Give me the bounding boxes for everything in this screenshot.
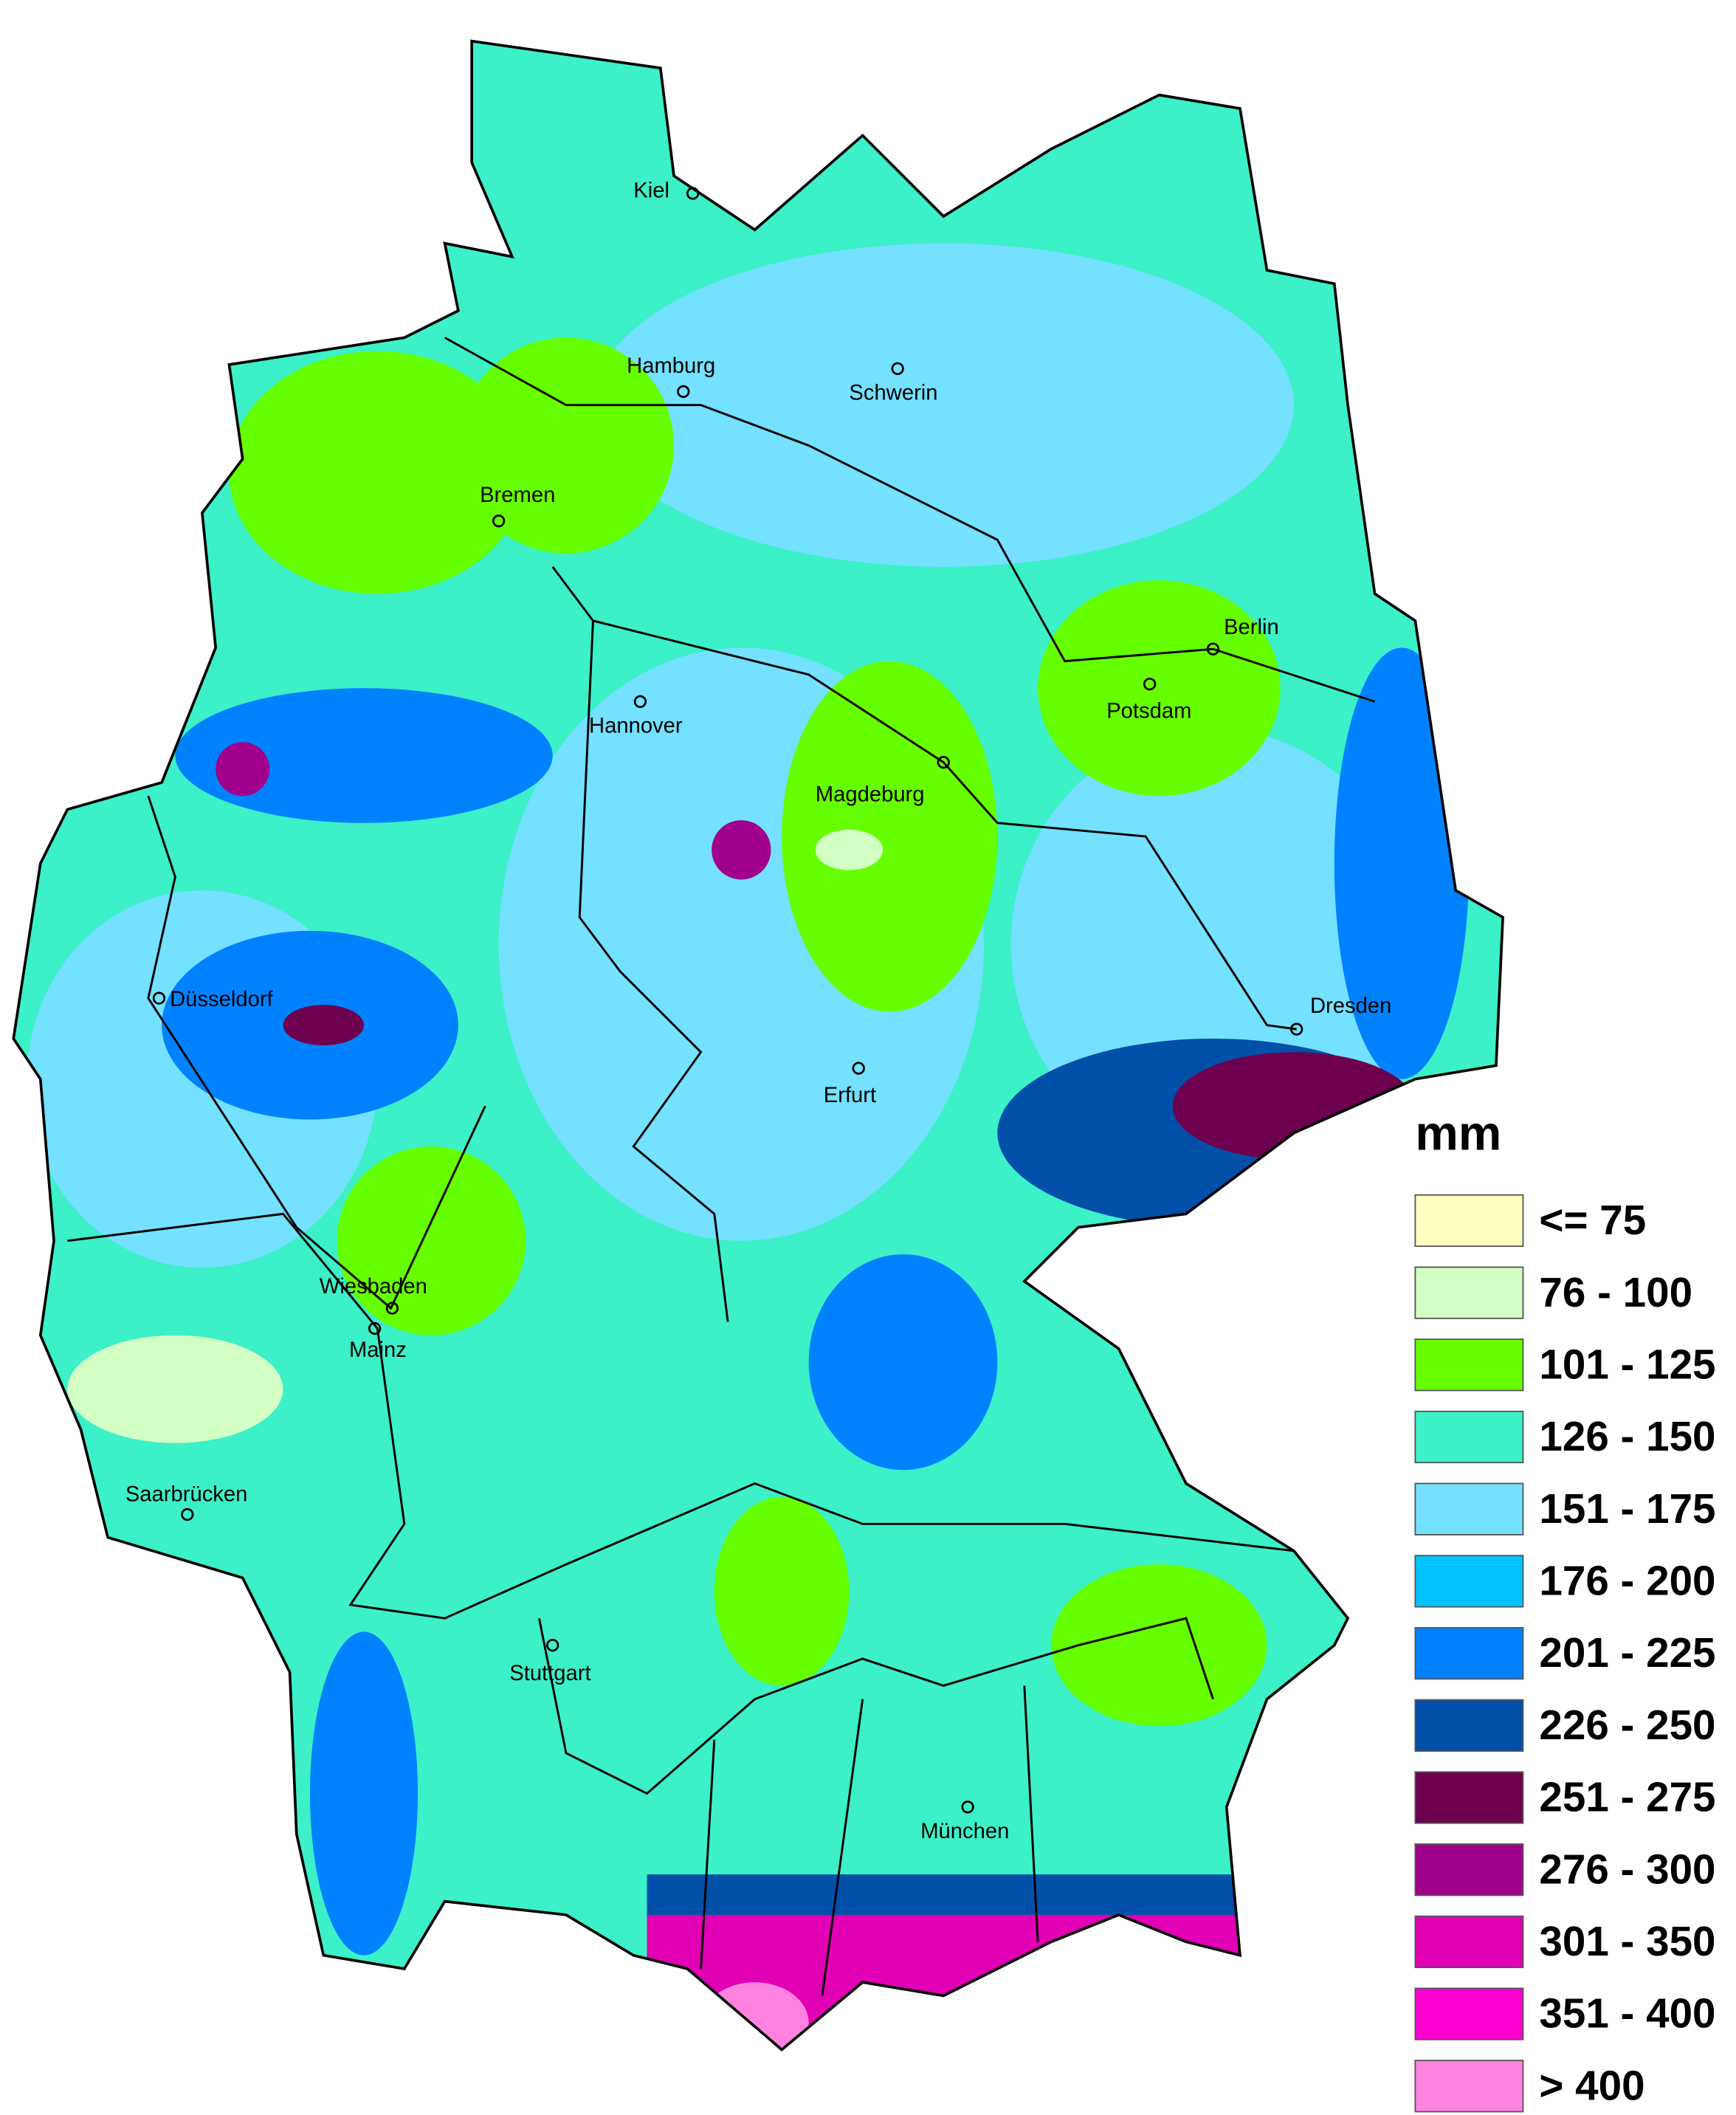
city-marker [1143, 677, 1157, 691]
legend-swatch [1414, 1699, 1524, 1752]
legend-label: <= 75 [1539, 1197, 1646, 1243]
city-label: Kiel [633, 179, 669, 202]
region [1172, 1052, 1416, 1160]
city-label: Saarbrücken [125, 1482, 248, 1506]
state-border [147, 795, 486, 1310]
city-label: Bremen [480, 484, 555, 507]
legend-title: mm [1415, 1106, 1501, 1160]
legend-label: 101 - 125 [1539, 1341, 1715, 1387]
city-label: Stuttgart [509, 1662, 590, 1685]
legend-swatch [1414, 1266, 1524, 1319]
legend-swatch [1414, 1627, 1524, 1680]
city-marker [546, 1638, 559, 1652]
state-border [67, 1212, 1295, 1620]
state-border [700, 1685, 1039, 1996]
city-marker [937, 755, 950, 769]
city-label: Schwerin [849, 381, 937, 405]
city-label: Hamburg [627, 354, 715, 378]
city-label: Hannover [589, 714, 683, 737]
city-marker [152, 991, 166, 1005]
region [815, 829, 884, 870]
state-border [578, 620, 729, 1322]
legend-swatch [1414, 1771, 1524, 1824]
region [1051, 1564, 1267, 1727]
region [229, 351, 526, 594]
region [310, 1631, 418, 1956]
state-border [444, 337, 1376, 703]
legend-swatch [1414, 1338, 1524, 1392]
state-border [538, 1617, 1214, 1795]
legend-label: 176 - 200 [1539, 1558, 1715, 1604]
legend-label: 251 - 275 [1539, 1774, 1715, 1820]
legend-swatch [1414, 1555, 1524, 1608]
city-marker [1206, 642, 1220, 656]
city-marker [852, 1062, 865, 1075]
city-label: Magdeburg [816, 783, 925, 807]
legend-label: 301 - 350 [1539, 1918, 1715, 1964]
region [337, 1146, 526, 1335]
legend-swatch [1414, 1194, 1524, 1248]
region [782, 661, 998, 1012]
legend-label: 151 - 175 [1539, 1485, 1715, 1532]
legend: <= 75 76 - 100 101 - 125 126 - 150 151 - 175… [1414, 1194, 1716, 2113]
legend-label: 76 - 100 [1539, 1269, 1692, 1316]
city-label: Dresden [1310, 994, 1391, 1018]
city-label: Düsseldorf [170, 988, 273, 1011]
city-marker [492, 515, 506, 528]
legend-swatch [1414, 1410, 1524, 1464]
city-marker [1290, 1022, 1303, 1036]
legend-label: 226 - 250 [1539, 1702, 1715, 1748]
city-marker [633, 695, 647, 709]
state-borders [67, 337, 1376, 1996]
legend-swatch [1414, 1915, 1524, 1969]
city-label: Mainz [349, 1338, 407, 1362]
city-label: Wiesbaden [320, 1275, 427, 1299]
region [458, 337, 675, 554]
region [1038, 580, 1281, 797]
city-marker [181, 1507, 194, 1521]
region [283, 1005, 365, 1046]
region [714, 1496, 850, 1686]
legend-label: > 400 [1539, 2062, 1644, 2108]
city-label: Berlin [1224, 616, 1279, 639]
region [808, 1254, 998, 1471]
city-marker [385, 1301, 399, 1315]
city-marker [891, 362, 904, 376]
state-border [551, 565, 1297, 1031]
city-marker [368, 1321, 382, 1335]
legend-swatch [1414, 1843, 1524, 1896]
city-marker [961, 1801, 974, 1814]
city-marker [677, 385, 690, 399]
legend-swatch [1414, 1987, 1524, 2040]
city-label: Erfurt [824, 1084, 876, 1107]
region [593, 243, 1295, 567]
region [712, 820, 771, 880]
city-label: München [920, 1820, 1009, 1843]
legend-label: 276 - 300 [1539, 1846, 1715, 1892]
city-label: Potsdam [1106, 699, 1191, 723]
legend-label: 201 - 225 [1539, 1629, 1715, 1676]
legend-label: 126 - 150 [1539, 1413, 1715, 1459]
city-marker [686, 187, 700, 200]
legend-label: 351 - 400 [1539, 1990, 1715, 2037]
region [175, 688, 553, 823]
cities: Kiel Hamburg Schwerin Bremen Hannover Ma… [125, 179, 1392, 1843]
legend-swatch [1414, 2060, 1524, 2113]
region [67, 1335, 283, 1443]
legend-swatch [1414, 1482, 1524, 1535]
region [216, 742, 270, 797]
